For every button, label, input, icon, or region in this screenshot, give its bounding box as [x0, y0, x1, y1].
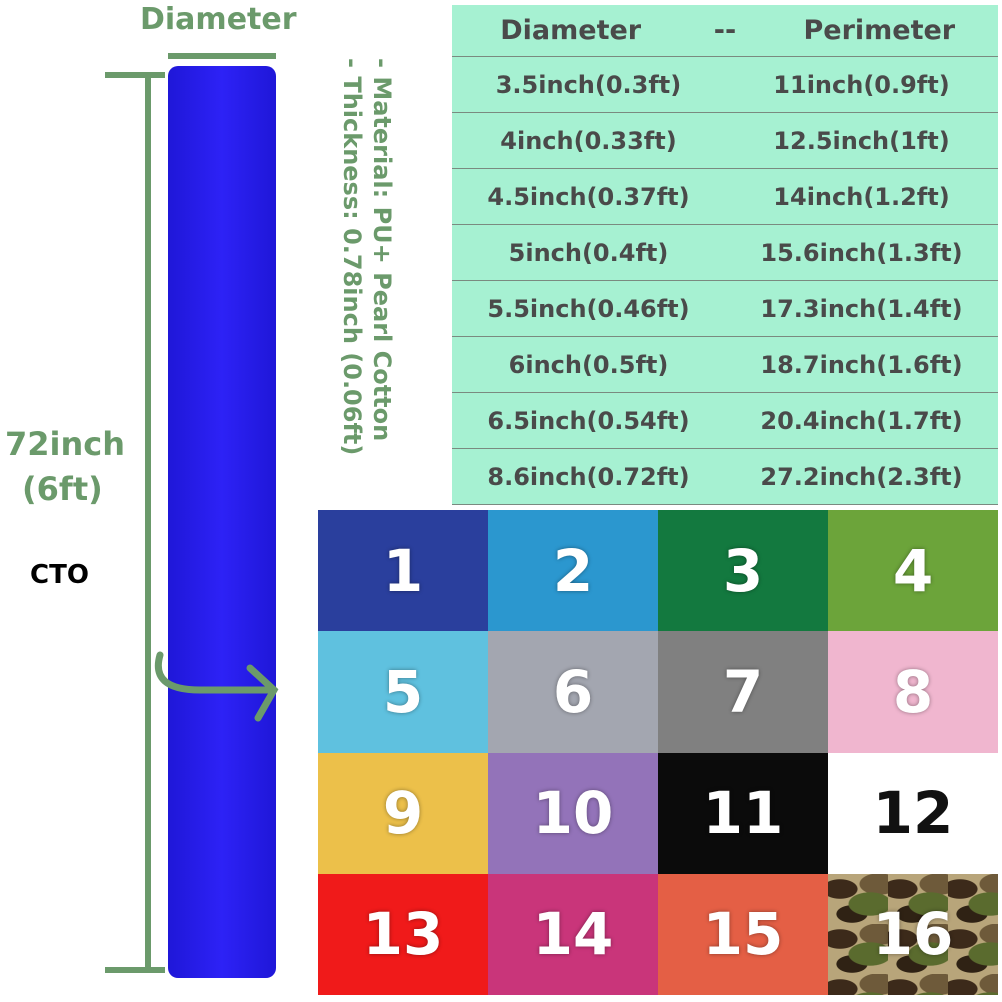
color-swatch: 10: [488, 752, 658, 874]
tube-diagram: [105, 53, 279, 978]
length-label: 72inch: [5, 425, 126, 463]
color-swatch: 4: [828, 510, 998, 632]
header-cell: --: [713, 15, 737, 46]
color-swatch: 5: [318, 631, 488, 753]
table-cell: 5.5inch(0.46ft): [487, 294, 690, 323]
table-cell: 17.3inch(1.4ft): [760, 294, 963, 323]
thickness: - Thickness: 0.78inch (0.06ft): [338, 58, 366, 456]
table-row: 6.5inch(0.54ft) 20.4inch(1.7ft): [452, 393, 998, 449]
color-swatch: 3: [658, 510, 828, 632]
table-cell: 4.5inch(0.37ft): [487, 182, 690, 211]
color-swatch: 1: [318, 510, 488, 632]
table-row: 5.5inch(0.46ft) 17.3inch(1.4ft): [452, 281, 998, 337]
table-cell: 15.6inch(1.3ft): [760, 238, 963, 267]
color-swatch: 11: [658, 752, 828, 874]
diameter-label: Diameter: [140, 2, 297, 37]
color-swatch: 16: [828, 873, 998, 995]
perimeter-arrow: [155, 651, 279, 722]
tube: [168, 66, 276, 978]
color-swatch: 2: [488, 510, 658, 632]
table-row: 6inch(0.5ft) 18.7inch(1.6ft): [452, 337, 998, 393]
table-cell: 3.5inch(0.3ft): [495, 70, 682, 99]
color-swatch: 8: [828, 631, 998, 753]
color-swatch: 14: [488, 873, 658, 995]
color-swatch: 7: [658, 631, 828, 753]
header-cell: Perimeter: [803, 15, 956, 46]
table-row: 8.6inch(0.72ft) 27.2inch(2.3ft): [452, 449, 998, 505]
length-label-ft: (6ft): [22, 470, 103, 508]
color-swatch: 15: [658, 873, 828, 995]
size-table: Diameter -- Perimeter 3.5inch(0.3ft) 11inch(…: [452, 5, 998, 505]
material: - Material: PU+ Pearl Cotton: [368, 58, 396, 442]
color-swatch: 9: [318, 752, 488, 874]
color-swatch: 13: [318, 873, 488, 995]
color-grid: 1 2 3 4 5 6 7 8 9 10 11 12 13 14 15 16: [318, 510, 998, 995]
table-cell: 5inch(0.4ft): [508, 238, 669, 267]
table-row: 3.5inch(0.3ft) 11inch(0.9ft): [452, 57, 998, 113]
table-cell: 6.5inch(0.54ft): [487, 406, 690, 435]
color-swatch: 12: [828, 752, 998, 874]
table-row: 4.5inch(0.37ft) 14inch(1.2ft): [452, 169, 998, 225]
header-cell: Diameter: [500, 15, 642, 46]
table-header: Diameter -- Perimeter: [452, 5, 998, 57]
table-cell: 4inch(0.33ft): [500, 126, 677, 155]
color-swatch: 6: [488, 631, 658, 753]
table-cell: 11inch(0.9ft): [773, 70, 950, 99]
table-row: 4inch(0.33ft) 12.5inch(1ft): [452, 113, 998, 169]
table-cell: 18.7inch(1.6ft): [760, 350, 963, 379]
table-cell: 20.4inch(1.7ft): [760, 406, 963, 435]
table-cell: 6inch(0.5ft): [508, 350, 669, 379]
table-cell: 14inch(1.2ft): [773, 182, 950, 211]
table-cell: 27.2inch(2.3ft): [760, 462, 963, 491]
table-cell: 12.5inch(1ft): [773, 126, 950, 155]
table-cell: 8.6inch(0.72ft): [487, 462, 690, 491]
table-row: 5inch(0.4ft) 15.6inch(1.3ft): [452, 225, 998, 281]
brand: CTO: [30, 560, 89, 590]
